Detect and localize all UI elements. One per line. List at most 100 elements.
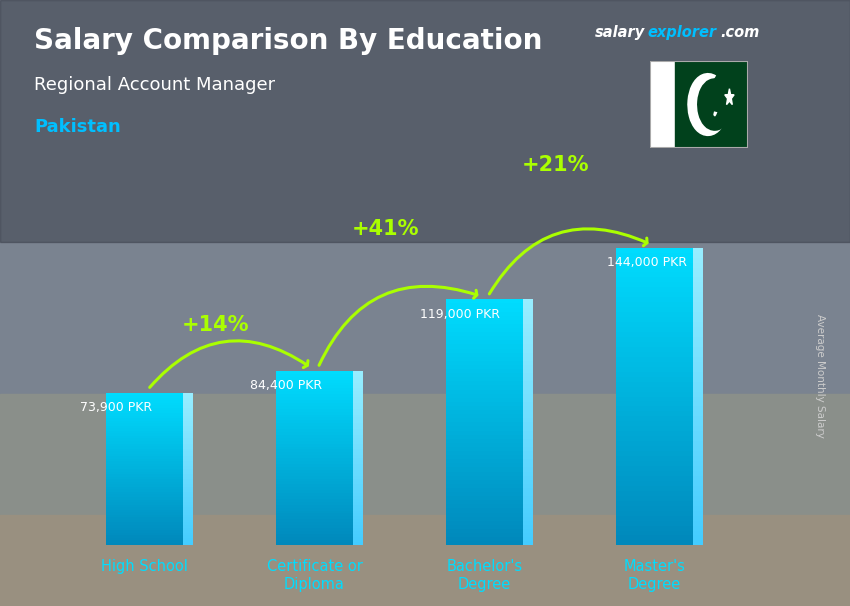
Bar [276, 403, 353, 406]
Bar [353, 470, 363, 473]
Bar [523, 393, 533, 398]
Bar [353, 484, 363, 487]
Bar [106, 469, 183, 471]
Bar [276, 513, 353, 516]
Bar [693, 287, 703, 292]
Bar [693, 307, 703, 312]
Bar [523, 529, 533, 533]
Bar [523, 414, 533, 418]
Bar [523, 455, 533, 459]
Bar [616, 401, 693, 407]
Bar [616, 511, 693, 516]
Bar [446, 377, 523, 381]
Bar [523, 299, 533, 304]
Bar [446, 471, 523, 476]
Bar [616, 332, 693, 337]
Bar [446, 348, 523, 353]
Bar [693, 367, 703, 371]
Bar [693, 535, 703, 541]
Bar [106, 471, 183, 474]
Bar [353, 539, 363, 542]
Bar [276, 385, 353, 388]
Bar [353, 452, 363, 455]
Bar [183, 436, 193, 439]
Bar [183, 461, 193, 464]
Bar [183, 514, 193, 518]
Bar [616, 357, 693, 362]
Bar [276, 499, 353, 502]
Bar [693, 282, 703, 287]
Bar [523, 492, 533, 496]
Bar [183, 428, 193, 431]
Bar [523, 328, 533, 332]
Bar [446, 390, 523, 394]
Bar [446, 353, 523, 357]
Bar [693, 436, 703, 441]
Bar [276, 441, 353, 444]
Bar [446, 393, 523, 398]
Bar [446, 414, 523, 418]
Bar [183, 448, 193, 451]
Bar [446, 418, 523, 422]
Bar [276, 450, 353, 452]
Bar [693, 466, 703, 471]
Bar [276, 470, 353, 473]
Bar [616, 267, 693, 273]
Bar [183, 438, 193, 441]
Bar [183, 494, 193, 497]
Bar [616, 258, 693, 262]
Bar [693, 471, 703, 476]
Bar [106, 499, 183, 502]
Bar [616, 382, 693, 387]
Bar [183, 423, 193, 425]
Bar [523, 439, 533, 443]
Bar [446, 341, 523, 344]
Bar [446, 435, 523, 439]
Bar [183, 530, 193, 533]
Bar [276, 377, 353, 379]
Bar [523, 365, 533, 369]
Bar [183, 502, 193, 505]
Bar [523, 307, 533, 311]
Bar [183, 535, 193, 538]
Bar [616, 253, 693, 258]
Bar [675, 61, 748, 148]
Bar [693, 258, 703, 262]
Bar [523, 311, 533, 316]
Bar [523, 451, 533, 455]
Bar [183, 456, 193, 459]
Bar [693, 362, 703, 367]
Bar [106, 497, 183, 499]
Bar [523, 348, 533, 353]
Bar [353, 382, 363, 385]
Bar [693, 248, 703, 253]
Bar [523, 521, 533, 525]
Bar [183, 444, 193, 446]
Bar [276, 537, 353, 539]
Bar [106, 459, 183, 461]
Bar [616, 491, 693, 496]
Bar [353, 441, 363, 444]
Bar [616, 396, 693, 402]
Bar [353, 461, 363, 464]
Bar [693, 322, 703, 327]
Text: 119,000 PKR: 119,000 PKR [420, 308, 500, 321]
Bar [106, 489, 183, 492]
Bar [183, 492, 193, 494]
Bar [276, 374, 353, 377]
Bar [446, 537, 523, 541]
Bar [106, 494, 183, 497]
Bar [353, 391, 363, 394]
Bar [106, 431, 183, 433]
Bar [106, 448, 183, 451]
Bar [106, 410, 183, 413]
Bar [353, 379, 363, 382]
Bar [183, 541, 193, 543]
Bar [616, 317, 693, 322]
Bar [183, 484, 193, 487]
Bar [183, 487, 193, 490]
Bar [183, 543, 193, 545]
Bar [276, 490, 353, 493]
Bar [693, 451, 703, 456]
Bar [183, 398, 193, 400]
